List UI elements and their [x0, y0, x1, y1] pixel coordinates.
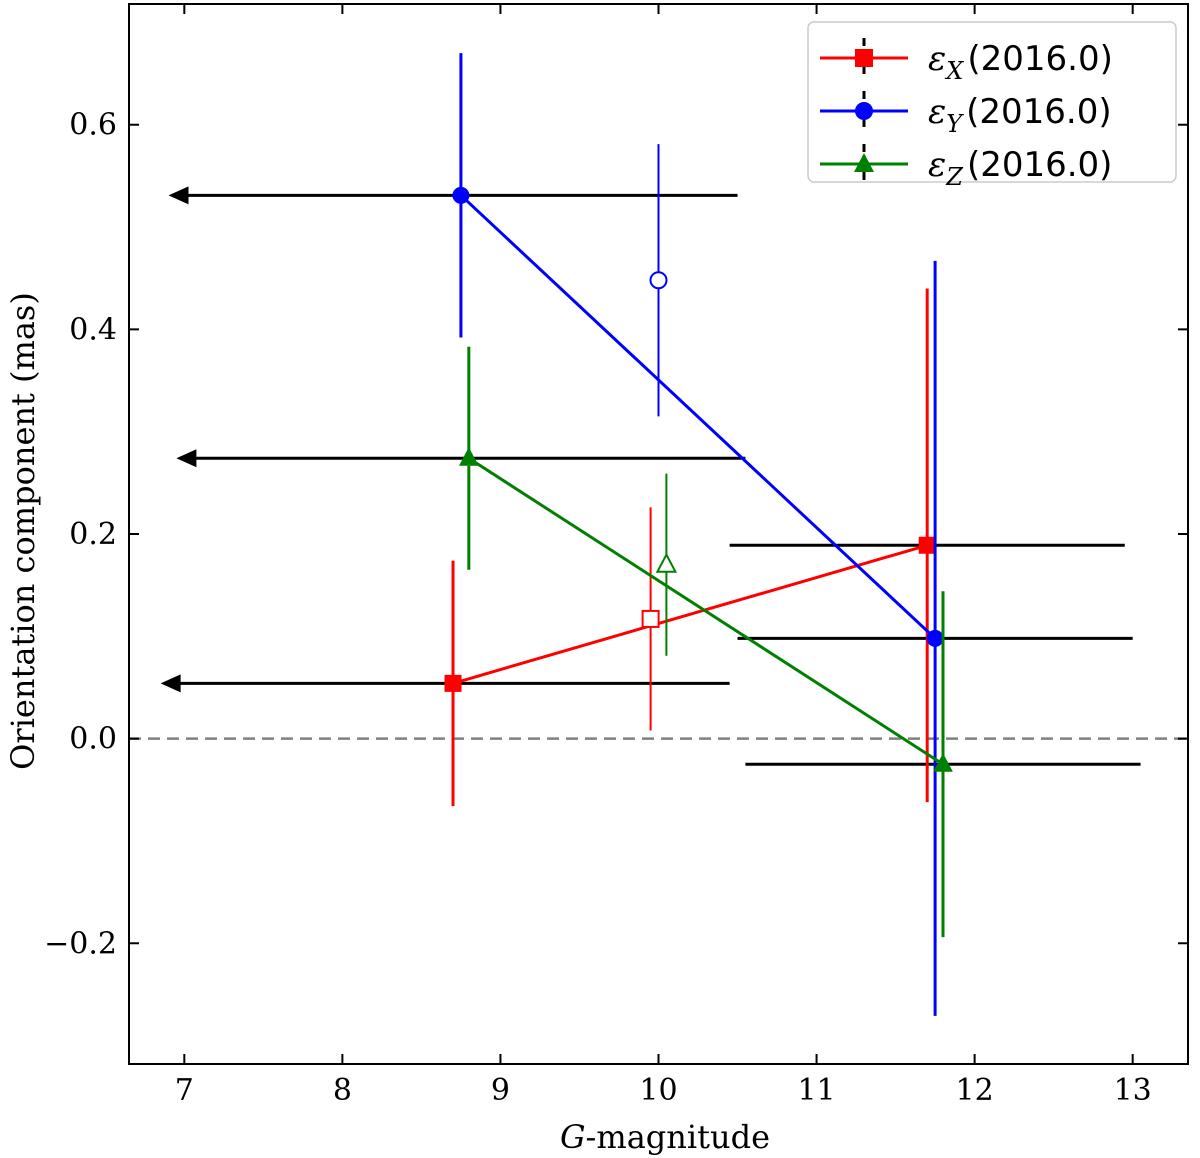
y-tick-label: 0.0	[69, 722, 117, 757]
legend-symbol: ε	[928, 39, 946, 79]
x-tick-label: 11	[797, 1073, 835, 1108]
eps-y-open-point	[649, 271, 668, 290]
legend-subscript: Y	[946, 110, 964, 138]
y-tick-label: −0.2	[44, 926, 117, 961]
axes: 7 8 9 10 11 12 13 −0.2 0.0 0.2 0.4 0.6	[44, 3, 1189, 1108]
x-tick-label: 9	[491, 1073, 510, 1108]
y-tick-label: 0.2	[69, 517, 117, 552]
legend-subscript: Z	[945, 163, 964, 191]
x-tick-label: 10	[639, 1073, 677, 1108]
x-tick-label: 7	[175, 1073, 194, 1108]
legend-eps-z-marker	[854, 153, 874, 172]
legend-eps-x-marker	[855, 49, 873, 67]
y-axis-label: Orientation component (mas)	[4, 292, 42, 770]
x-tick-label: 8	[333, 1073, 352, 1108]
x-tick-label: 12	[956, 1073, 994, 1108]
eps-z-point	[458, 447, 479, 466]
magnitude-range-arrowhead	[168, 186, 189, 205]
y-tick-label: 0.6	[69, 108, 117, 143]
legend-eps-y-label: εY (2016.0)	[928, 92, 1112, 138]
eps-x-point	[918, 536, 936, 554]
y-tick-label: 0.4	[69, 312, 117, 347]
eps-z-point	[933, 753, 953, 772]
legend-suffix: (2016.0)	[966, 92, 1112, 132]
legend-symbol: ε	[928, 92, 946, 132]
eps-x-point	[444, 674, 462, 692]
eps-y-line	[459, 194, 937, 640]
legend-eps-y-marker	[855, 102, 873, 120]
legend-eps-x-label: εX (2016.0)	[928, 39, 1113, 85]
x-axis-label: G-magnitude	[560, 1118, 770, 1156]
eps-z-line	[468, 457, 944, 766]
eps-z-open-point	[655, 552, 678, 573]
eps-x-line	[452, 543, 928, 685]
magnitude-range-arrowhead	[176, 449, 197, 468]
eps-x-open-point	[641, 609, 660, 628]
legend-suffix: (2016.0)	[967, 145, 1113, 185]
legend-suffix: (2016.0)	[967, 39, 1113, 79]
plot-area	[129, 53, 1188, 1016]
legend-eps-z-label: εZ (2016.0)	[928, 145, 1112, 191]
legend: εX (2016.0)εY (2016.0)εZ (2016.0)	[807, 21, 1177, 191]
eps-y-point	[452, 186, 470, 204]
magnitude-range-arrowhead	[160, 674, 181, 693]
legend-box	[807, 21, 1177, 183]
eps-y-point	[926, 629, 944, 647]
x-tick-label: 13	[1114, 1073, 1152, 1108]
legend-symbol: ε	[928, 145, 946, 185]
legend-subscript: X	[944, 57, 964, 85]
